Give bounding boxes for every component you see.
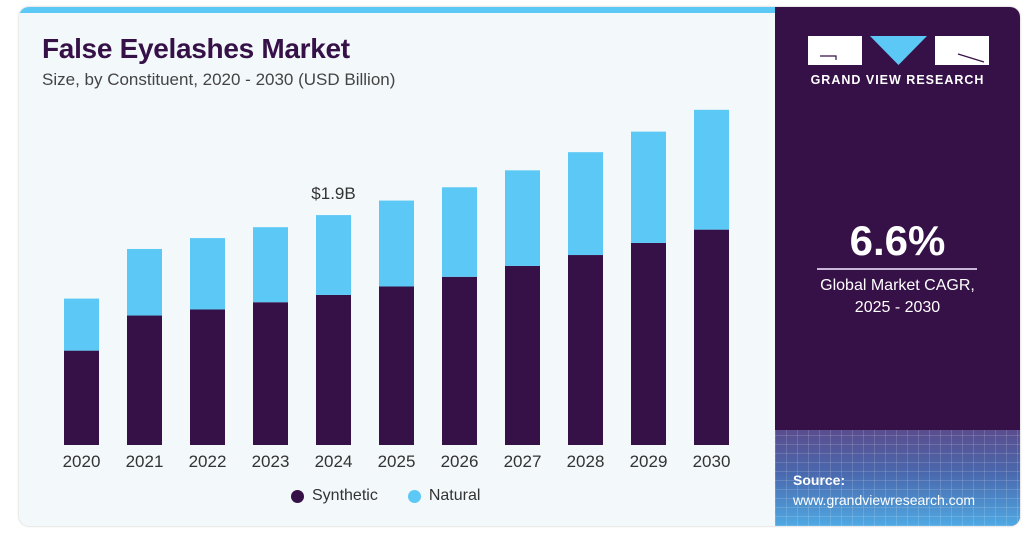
bar-synthetic-2028 <box>568 255 603 445</box>
bar-synthetic-2023 <box>253 302 288 445</box>
bar-synthetic-2024 <box>316 294 351 445</box>
source-background <box>775 430 1020 526</box>
bar-natural-2027 <box>505 170 540 266</box>
legend-dot-synthetic <box>291 489 304 503</box>
bar-synthetic-2021 <box>127 315 162 445</box>
source: Source: www.grandviewresearch.com <box>793 470 975 510</box>
legend: Synthetic Natural <box>291 487 480 505</box>
bar-natural-2024 <box>316 215 351 295</box>
bar-natural-2026 <box>442 187 477 277</box>
source-title: Source: <box>793 472 846 488</box>
x-tick-label: 2022 <box>189 452 227 471</box>
legend-label-synthetic: Synthetic <box>312 487 378 504</box>
cagr-divider <box>817 268 977 270</box>
bar-natural-2025 <box>379 200 414 287</box>
x-tick-label: 2028 <box>567 452 605 471</box>
legend-dot-natural <box>407 489 421 503</box>
cagr-label-line2: 2025 - 2030 <box>854 299 941 316</box>
brand-name: GRAND VIEW RESEARCH <box>810 73 985 87</box>
x-tick-label: 2021 <box>126 452 164 471</box>
x-tick-label: 2020 <box>63 452 101 471</box>
x-tick-label: 2023 <box>252 452 290 471</box>
cagr-value: 6.6% <box>849 217 946 264</box>
side-panel: GRAND VIEW RESEARCH 6.6% Global Market C… <box>775 7 1020 526</box>
bar-natural-2020 <box>64 298 99 351</box>
cagr-label: Global Market CAGR, 2025 - 2030 <box>775 275 1020 319</box>
bar-natural-2030 <box>694 109 729 230</box>
bar-synthetic-2022 <box>190 309 225 445</box>
bar-synthetic-2030 <box>694 229 729 445</box>
x-tick-label: 2025 <box>378 452 416 471</box>
legend-label-natural: Natural <box>428 487 481 504</box>
accent-stripe <box>19 7 775 13</box>
bar-synthetic-2029 <box>631 242 666 445</box>
bar-natural-2028 <box>568 152 603 256</box>
bar-natural-2023 <box>253 227 288 303</box>
bar-synthetic-2026 <box>442 276 477 445</box>
x-tick-label: 2024 <box>315 452 353 471</box>
legend-item-synthetic: Synthetic <box>291 487 378 505</box>
infographic-card: False Eyelashes Market Size, by Constitu… <box>19 7 1020 526</box>
bar-synthetic-2025 <box>379 286 414 445</box>
source-url[interactable]: www.grandviewresearch.com <box>793 492 976 508</box>
x-tick-label: 2029 <box>630 452 668 471</box>
bar-natural-2022 <box>190 238 225 310</box>
x-tick-label: 2026 <box>441 452 479 471</box>
grand-view-research-logo <box>808 36 989 65</box>
bar-natural-2029 <box>631 131 666 243</box>
bar-synthetic-2027 <box>505 265 540 445</box>
bar-synthetic-2020 <box>64 350 99 445</box>
x-tick-label: 2030 <box>693 452 731 471</box>
chart-title: False Eyelashes Market <box>42 33 350 64</box>
bar-chart: 2020 2021 2022 2023 2024 $1.9B 2025 2026 2027 202… <box>63 109 731 471</box>
bar-natural-2021 <box>127 248 162 316</box>
x-tick-label: 2027 <box>504 452 542 471</box>
legend-item-natural: Natural <box>407 487 481 505</box>
data-label-2024: $1.9B <box>311 184 355 203</box>
cagr-label-line1: Global Market CAGR, <box>820 277 975 294</box>
chart-subtitle: Size, by Constituent, 2020 - 2030 (USD B… <box>42 70 396 89</box>
